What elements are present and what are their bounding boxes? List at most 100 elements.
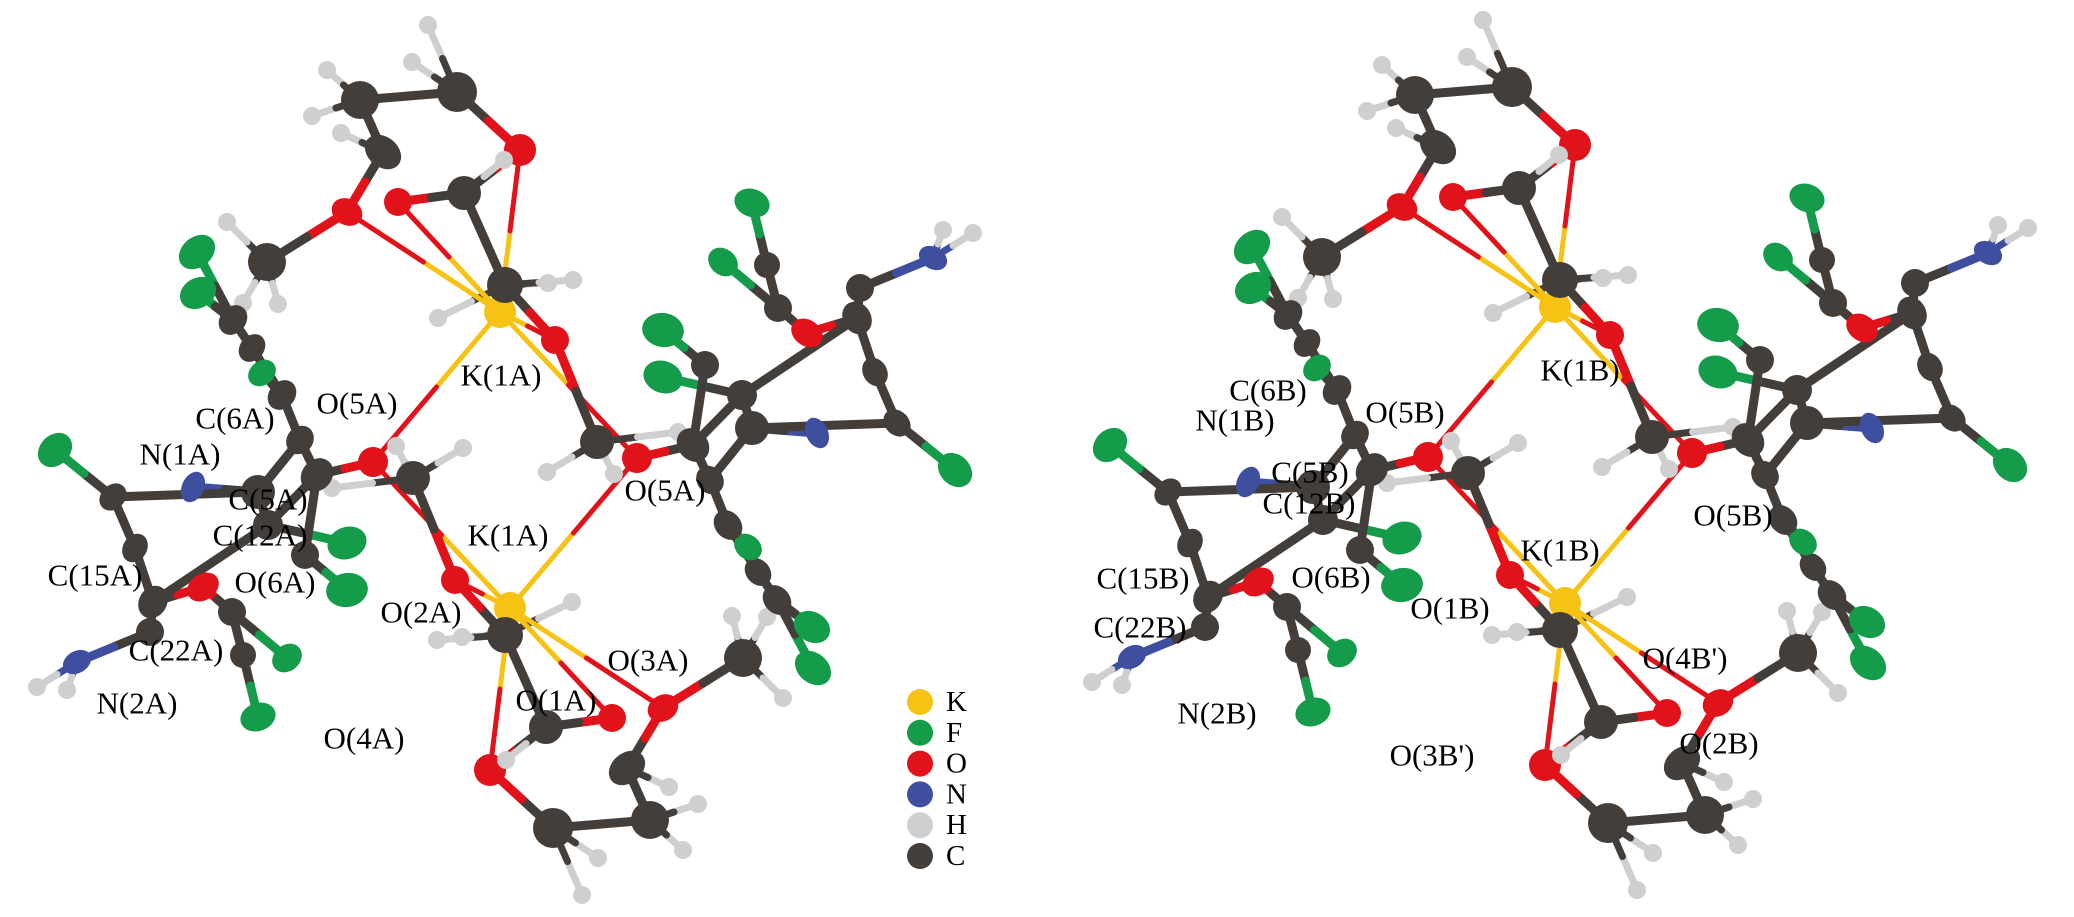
C-atom bbox=[218, 598, 246, 626]
atom-label: C(6A) bbox=[195, 401, 274, 436]
legend-label: C bbox=[946, 840, 965, 872]
structure-A-labels: C(6A) O(5A) N(1A)C(5A)C(12A) C(15A) O(6A) C(2… bbox=[48, 358, 706, 756]
atom-label: O(3B') bbox=[1390, 738, 1475, 773]
C-atom bbox=[1809, 247, 1835, 273]
O-atom bbox=[598, 704, 626, 732]
atom-label: O(2A) bbox=[381, 595, 462, 630]
H-atom bbox=[539, 274, 557, 292]
H-atom bbox=[218, 213, 236, 231]
C-atom bbox=[300, 458, 334, 492]
H-atom bbox=[1593, 458, 1611, 476]
C-atom bbox=[735, 411, 769, 445]
C-atom bbox=[744, 558, 772, 586]
H-atom bbox=[1484, 304, 1502, 322]
H-atom bbox=[1628, 881, 1646, 899]
H-atom bbox=[1358, 102, 1376, 120]
legend-item-F: F bbox=[907, 717, 962, 749]
legend-item-C: C bbox=[907, 840, 965, 872]
structure-A-atoms bbox=[28, 16, 982, 904]
C-atom bbox=[846, 274, 874, 302]
H-atom bbox=[563, 593, 581, 611]
C-atom bbox=[713, 510, 743, 540]
H-atom bbox=[497, 751, 515, 769]
K-atom bbox=[1539, 291, 1571, 323]
atom-label: K(1B) bbox=[1540, 353, 1619, 388]
H-atom bbox=[1660, 460, 1678, 478]
F-atom bbox=[643, 360, 683, 394]
atom-label: O(6A) bbox=[235, 565, 316, 600]
H-atom bbox=[28, 678, 46, 696]
H-atom bbox=[660, 778, 678, 796]
F-atom bbox=[1789, 528, 1817, 556]
C-atom bbox=[1686, 796, 1724, 834]
atom-label: O(5A) bbox=[317, 386, 398, 421]
H-atom bbox=[605, 465, 623, 483]
bond bbox=[1562, 525, 1631, 606]
H-atom bbox=[689, 795, 707, 813]
H-atom bbox=[1619, 266, 1637, 284]
H-atom bbox=[58, 681, 76, 699]
F-atom bbox=[734, 188, 770, 218]
H-atom bbox=[1813, 603, 1831, 621]
legend-label: O bbox=[946, 748, 967, 780]
bond bbox=[370, 384, 439, 465]
C-atom bbox=[608, 750, 646, 786]
C-atom bbox=[286, 425, 314, 455]
legend-label: N bbox=[946, 778, 967, 810]
legend-swatch-F-icon bbox=[907, 719, 933, 746]
F-atom bbox=[1697, 307, 1739, 343]
H-atom bbox=[589, 849, 607, 867]
H-atom bbox=[758, 608, 776, 626]
C-atom bbox=[842, 301, 872, 335]
atom-label: O(5A) bbox=[625, 473, 706, 508]
O-atom bbox=[187, 572, 219, 602]
C-atom bbox=[1355, 453, 1389, 487]
C-atom bbox=[1663, 745, 1701, 781]
H-atom bbox=[1744, 790, 1762, 808]
N-atom bbox=[1117, 644, 1147, 670]
O-atom bbox=[1242, 567, 1274, 597]
O-atom bbox=[1846, 313, 1878, 343]
C-atom bbox=[1779, 634, 1817, 672]
H-atom bbox=[428, 631, 446, 649]
H-atom bbox=[1113, 676, 1131, 694]
H-atom bbox=[1483, 626, 1501, 644]
C-atom bbox=[396, 461, 430, 495]
C-atom bbox=[1273, 593, 1301, 621]
atom-label: O(5B) bbox=[1693, 498, 1772, 533]
atom-label: C(5B) bbox=[1271, 455, 1349, 490]
H-atom bbox=[1552, 746, 1570, 764]
atom-label: O(2B) bbox=[1679, 726, 1758, 761]
atom-label: K(1A) bbox=[461, 358, 542, 393]
legend-item-H: H bbox=[907, 809, 967, 841]
H-atom bbox=[1550, 146, 1568, 164]
F-atom bbox=[1327, 638, 1357, 668]
atom-label: O(4A) bbox=[324, 721, 405, 756]
legend-swatch-H-icon bbox=[907, 812, 933, 839]
H-atom bbox=[303, 107, 321, 125]
bond bbox=[571, 455, 640, 536]
H-atom bbox=[453, 628, 471, 646]
F-atom bbox=[326, 572, 368, 608]
C-atom bbox=[1303, 238, 1341, 276]
O-atom bbox=[1596, 321, 1624, 349]
F-atom bbox=[1234, 271, 1272, 305]
N-atom bbox=[180, 471, 206, 503]
F-atom bbox=[179, 276, 217, 310]
structure-B-atoms bbox=[1083, 11, 2037, 899]
F-atom bbox=[178, 234, 216, 270]
legend-swatch-N-icon bbox=[907, 781, 933, 808]
C-atom bbox=[238, 334, 266, 362]
H-atom bbox=[1273, 208, 1291, 226]
H-atom bbox=[454, 439, 472, 457]
C-atom bbox=[1502, 171, 1536, 205]
legend-swatch-O-icon bbox=[907, 750, 933, 777]
O-atom bbox=[358, 447, 388, 477]
C-atom bbox=[1273, 300, 1303, 330]
C-atom bbox=[1635, 420, 1669, 454]
C-atom bbox=[122, 533, 148, 563]
F-atom bbox=[793, 610, 831, 644]
H-atom bbox=[1458, 48, 1476, 66]
